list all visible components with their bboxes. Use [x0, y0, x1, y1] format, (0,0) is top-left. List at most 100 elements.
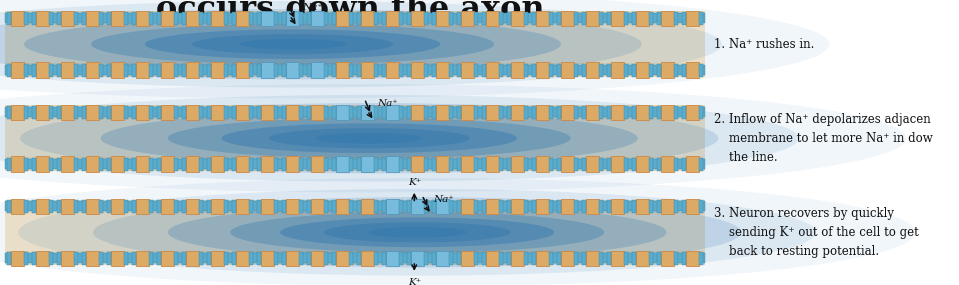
Bar [524, 106, 527, 119]
Bar [161, 105, 174, 120]
Bar [336, 251, 349, 266]
Bar [661, 156, 674, 172]
Bar [60, 199, 74, 214]
Bar [24, 64, 28, 77]
Bar [661, 105, 674, 120]
Bar [407, 200, 410, 213]
Bar [232, 158, 236, 171]
Bar [207, 252, 211, 265]
Bar [248, 106, 253, 119]
Bar [85, 251, 99, 266]
Bar [211, 199, 223, 214]
Bar [299, 252, 303, 265]
Bar [57, 106, 60, 119]
Bar [32, 106, 35, 119]
Bar [106, 200, 111, 213]
Bar [85, 11, 99, 26]
Bar [132, 12, 136, 25]
Bar [5, 213, 705, 251]
Bar [586, 156, 598, 172]
Bar [182, 158, 186, 171]
Bar [682, 64, 686, 77]
Bar [274, 252, 278, 265]
Bar [399, 158, 403, 171]
Bar [357, 158, 361, 171]
Bar [649, 12, 653, 25]
Bar [261, 251, 274, 266]
Bar [557, 158, 561, 171]
Bar [374, 158, 378, 171]
Bar [82, 106, 85, 119]
Bar [199, 106, 202, 119]
Text: K⁺: K⁺ [408, 278, 421, 285]
Bar [136, 251, 149, 266]
Bar [586, 251, 598, 266]
Bar [307, 64, 311, 77]
Bar [149, 200, 152, 213]
Bar [5, 107, 705, 117]
Bar [432, 200, 435, 213]
Bar [435, 251, 449, 266]
Bar [132, 106, 136, 119]
Bar [386, 105, 399, 120]
Bar [410, 105, 424, 120]
Bar [449, 64, 453, 77]
Ellipse shape [269, 128, 470, 148]
Bar [257, 252, 261, 265]
Bar [232, 252, 236, 265]
Text: 1. Na⁺ rushes in.: 1. Na⁺ rushes in. [714, 38, 815, 51]
Bar [24, 106, 28, 119]
Bar [57, 12, 60, 25]
Bar [674, 64, 678, 77]
Bar [132, 64, 136, 77]
Ellipse shape [91, 24, 494, 64]
Bar [586, 62, 598, 78]
Bar [49, 64, 53, 77]
Bar [424, 252, 428, 265]
Bar [299, 64, 303, 77]
Bar [49, 12, 53, 25]
Bar [232, 12, 236, 25]
Bar [499, 158, 503, 171]
Bar [632, 106, 636, 119]
Ellipse shape [0, 84, 906, 192]
Bar [649, 200, 653, 213]
Bar [182, 12, 186, 25]
Bar [524, 158, 527, 171]
Ellipse shape [367, 227, 467, 238]
Bar [361, 251, 374, 266]
Ellipse shape [324, 222, 511, 243]
Bar [85, 156, 99, 172]
Bar [582, 106, 586, 119]
Bar [60, 62, 74, 78]
Bar [24, 12, 28, 25]
Bar [582, 64, 586, 77]
Bar [174, 158, 177, 171]
Bar [248, 64, 253, 77]
Bar [386, 199, 399, 214]
Bar [274, 158, 278, 171]
Bar [211, 11, 223, 26]
Bar [199, 252, 202, 265]
Bar [386, 62, 399, 78]
Bar [374, 12, 378, 25]
Bar [24, 158, 28, 171]
Bar [407, 106, 410, 119]
Bar [74, 12, 78, 25]
Bar [573, 106, 577, 119]
Bar [161, 11, 174, 26]
Bar [5, 13, 705, 23]
Bar [524, 200, 527, 213]
Bar [386, 251, 399, 266]
Bar [486, 105, 499, 120]
Bar [49, 252, 53, 265]
Bar [507, 252, 511, 265]
Bar [674, 158, 678, 171]
Bar [624, 252, 628, 265]
Bar [486, 156, 499, 172]
Bar [207, 64, 211, 77]
Bar [407, 64, 410, 77]
Bar [223, 252, 227, 265]
Bar [5, 63, 705, 77]
Bar [435, 11, 449, 26]
